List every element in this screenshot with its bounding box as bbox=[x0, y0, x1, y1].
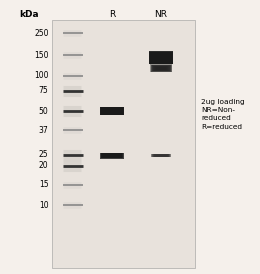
FancyBboxPatch shape bbox=[106, 154, 118, 157]
FancyBboxPatch shape bbox=[105, 154, 119, 157]
Text: 50: 50 bbox=[39, 107, 49, 116]
Text: 20: 20 bbox=[39, 161, 49, 170]
Text: 15: 15 bbox=[39, 180, 49, 189]
FancyBboxPatch shape bbox=[151, 53, 171, 63]
FancyBboxPatch shape bbox=[152, 65, 170, 71]
Text: 10: 10 bbox=[39, 201, 49, 210]
Text: 25: 25 bbox=[39, 150, 49, 159]
FancyBboxPatch shape bbox=[105, 109, 119, 113]
FancyBboxPatch shape bbox=[152, 53, 171, 63]
FancyBboxPatch shape bbox=[101, 107, 122, 115]
FancyBboxPatch shape bbox=[150, 52, 172, 64]
FancyBboxPatch shape bbox=[101, 153, 123, 158]
FancyBboxPatch shape bbox=[151, 52, 172, 63]
FancyBboxPatch shape bbox=[152, 53, 170, 62]
Text: 150: 150 bbox=[34, 51, 49, 60]
FancyBboxPatch shape bbox=[153, 65, 170, 71]
Text: 100: 100 bbox=[34, 71, 49, 80]
FancyBboxPatch shape bbox=[153, 154, 170, 157]
FancyBboxPatch shape bbox=[154, 55, 168, 61]
FancyBboxPatch shape bbox=[103, 153, 121, 158]
FancyBboxPatch shape bbox=[103, 108, 121, 114]
Text: R: R bbox=[109, 10, 115, 19]
Text: 37: 37 bbox=[39, 126, 49, 135]
Text: kDa: kDa bbox=[19, 10, 39, 19]
FancyBboxPatch shape bbox=[151, 154, 171, 158]
FancyBboxPatch shape bbox=[153, 66, 169, 71]
FancyBboxPatch shape bbox=[101, 107, 123, 115]
FancyBboxPatch shape bbox=[101, 153, 122, 158]
FancyBboxPatch shape bbox=[152, 65, 171, 72]
FancyBboxPatch shape bbox=[53, 20, 195, 268]
FancyBboxPatch shape bbox=[102, 153, 122, 158]
FancyBboxPatch shape bbox=[153, 54, 169, 62]
Text: 2ug loading
NR=Non-
reduced
R=reduced: 2ug loading NR=Non- reduced R=reduced bbox=[201, 99, 245, 130]
FancyBboxPatch shape bbox=[151, 65, 172, 72]
FancyBboxPatch shape bbox=[154, 154, 168, 157]
FancyBboxPatch shape bbox=[149, 52, 173, 64]
Text: 250: 250 bbox=[34, 29, 49, 38]
FancyBboxPatch shape bbox=[151, 154, 171, 157]
FancyBboxPatch shape bbox=[149, 52, 173, 64]
FancyBboxPatch shape bbox=[105, 154, 119, 157]
FancyBboxPatch shape bbox=[104, 154, 120, 157]
FancyBboxPatch shape bbox=[153, 54, 169, 62]
FancyBboxPatch shape bbox=[103, 109, 120, 114]
FancyBboxPatch shape bbox=[154, 154, 168, 157]
FancyBboxPatch shape bbox=[104, 109, 120, 114]
FancyBboxPatch shape bbox=[100, 107, 124, 115]
FancyBboxPatch shape bbox=[100, 153, 124, 159]
FancyBboxPatch shape bbox=[102, 108, 122, 115]
FancyBboxPatch shape bbox=[103, 153, 120, 158]
FancyBboxPatch shape bbox=[154, 66, 168, 70]
FancyBboxPatch shape bbox=[151, 65, 171, 72]
FancyBboxPatch shape bbox=[154, 55, 168, 61]
FancyBboxPatch shape bbox=[102, 108, 121, 114]
FancyBboxPatch shape bbox=[153, 154, 169, 157]
FancyBboxPatch shape bbox=[152, 154, 170, 157]
Text: NR: NR bbox=[154, 10, 167, 19]
FancyBboxPatch shape bbox=[150, 64, 172, 72]
FancyBboxPatch shape bbox=[154, 155, 168, 157]
FancyBboxPatch shape bbox=[105, 109, 119, 113]
FancyBboxPatch shape bbox=[102, 153, 121, 158]
FancyBboxPatch shape bbox=[152, 154, 170, 157]
Text: 75: 75 bbox=[39, 86, 49, 95]
FancyBboxPatch shape bbox=[154, 66, 168, 71]
FancyBboxPatch shape bbox=[100, 107, 124, 115]
